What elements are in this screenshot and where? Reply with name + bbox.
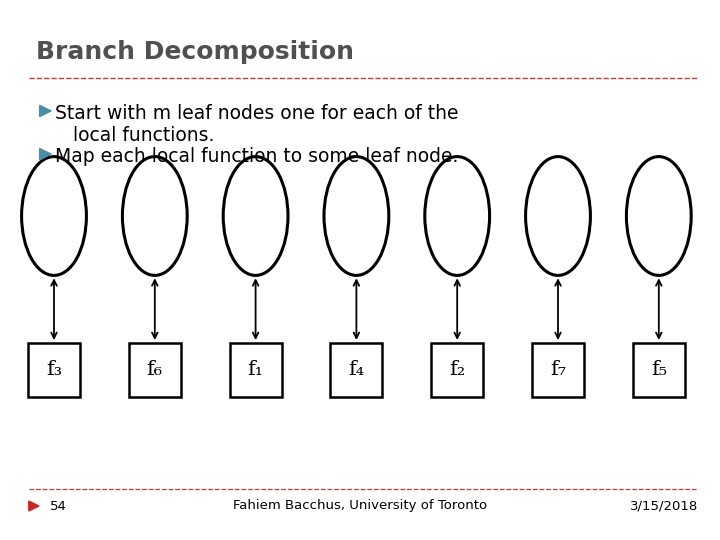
Text: f₅: f₅ bbox=[651, 360, 667, 380]
Text: f₁: f₁ bbox=[248, 360, 264, 380]
Polygon shape bbox=[40, 148, 51, 160]
Text: f₇: f₇ bbox=[550, 360, 566, 380]
Text: f₆: f₆ bbox=[147, 360, 163, 380]
Text: Branch Decomposition: Branch Decomposition bbox=[36, 40, 354, 64]
Text: 54: 54 bbox=[50, 500, 67, 512]
Polygon shape bbox=[40, 105, 51, 117]
Text: Map each local function to some leaf node.: Map each local function to some leaf nod… bbox=[55, 147, 459, 166]
Polygon shape bbox=[29, 501, 39, 511]
Text: f₂: f₂ bbox=[449, 360, 465, 380]
Text: Start with m leaf nodes one for each of the
   local functions.: Start with m leaf nodes one for each of … bbox=[55, 104, 459, 145]
Text: f₃: f₃ bbox=[46, 360, 62, 380]
Text: 3/15/2018: 3/15/2018 bbox=[630, 500, 698, 512]
Text: f₄: f₄ bbox=[348, 360, 364, 380]
Text: Fahiem Bacchus, University of Toronto: Fahiem Bacchus, University of Toronto bbox=[233, 500, 487, 512]
